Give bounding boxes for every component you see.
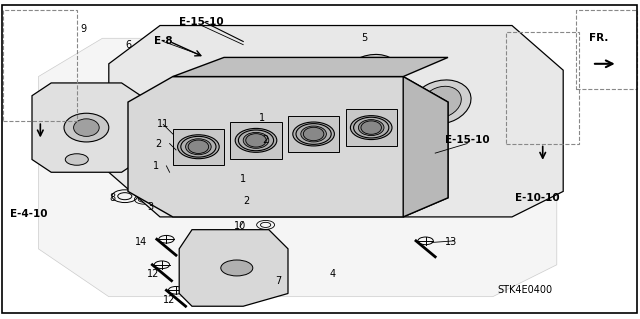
Ellipse shape xyxy=(353,117,389,138)
FancyBboxPatch shape xyxy=(288,116,339,152)
Ellipse shape xyxy=(351,116,392,140)
Text: 1: 1 xyxy=(240,174,246,184)
Text: 14: 14 xyxy=(134,237,147,248)
Text: 4: 4 xyxy=(330,269,336,279)
Ellipse shape xyxy=(181,136,216,157)
Bar xyxy=(3,10,77,121)
Text: E-8: E-8 xyxy=(154,36,173,47)
Polygon shape xyxy=(173,57,448,77)
Text: STK4E0400: STK4E0400 xyxy=(497,285,552,295)
Ellipse shape xyxy=(296,124,332,145)
Ellipse shape xyxy=(358,120,384,136)
Ellipse shape xyxy=(293,122,335,146)
Ellipse shape xyxy=(236,128,277,152)
Ellipse shape xyxy=(64,113,109,142)
Ellipse shape xyxy=(412,80,471,124)
Ellipse shape xyxy=(351,61,391,93)
Polygon shape xyxy=(38,38,557,297)
Text: 11: 11 xyxy=(157,119,170,130)
Ellipse shape xyxy=(281,67,321,99)
Ellipse shape xyxy=(246,134,266,147)
Ellipse shape xyxy=(301,126,326,142)
Text: 10: 10 xyxy=(234,221,246,232)
FancyBboxPatch shape xyxy=(173,129,224,165)
Text: 8: 8 xyxy=(109,193,115,203)
Ellipse shape xyxy=(178,135,220,159)
Text: 2: 2 xyxy=(243,196,250,206)
Text: 1: 1 xyxy=(259,113,266,123)
Text: 12: 12 xyxy=(163,295,176,305)
Ellipse shape xyxy=(201,67,260,111)
Ellipse shape xyxy=(303,127,324,141)
Text: 3: 3 xyxy=(147,202,154,212)
Bar xyxy=(576,10,637,89)
Circle shape xyxy=(221,260,253,276)
Polygon shape xyxy=(179,230,288,306)
Polygon shape xyxy=(128,77,448,217)
Text: 7: 7 xyxy=(275,276,282,286)
Bar xyxy=(506,32,579,144)
FancyBboxPatch shape xyxy=(346,109,397,146)
Circle shape xyxy=(65,154,88,165)
Text: 5: 5 xyxy=(362,33,368,43)
Text: FR.: FR. xyxy=(589,33,608,43)
Polygon shape xyxy=(109,26,563,217)
Ellipse shape xyxy=(342,55,401,99)
Text: 12: 12 xyxy=(147,269,160,279)
Text: E-10-10: E-10-10 xyxy=(515,193,560,203)
Polygon shape xyxy=(32,83,141,172)
Text: 13: 13 xyxy=(445,237,458,248)
Text: 9: 9 xyxy=(80,24,86,34)
Ellipse shape xyxy=(186,139,211,155)
Ellipse shape xyxy=(74,119,99,137)
Text: E-15-10: E-15-10 xyxy=(179,17,224,27)
Ellipse shape xyxy=(422,86,461,118)
Text: 1: 1 xyxy=(152,161,159,171)
Text: 2: 2 xyxy=(262,135,269,145)
Ellipse shape xyxy=(211,73,250,105)
Ellipse shape xyxy=(243,132,269,148)
Text: E-4-10: E-4-10 xyxy=(10,209,47,219)
Ellipse shape xyxy=(239,130,274,151)
Ellipse shape xyxy=(271,61,330,105)
FancyBboxPatch shape xyxy=(230,122,282,159)
Text: E-15-10: E-15-10 xyxy=(445,135,490,145)
Ellipse shape xyxy=(188,140,209,153)
Polygon shape xyxy=(403,77,448,217)
Text: 2: 2 xyxy=(156,138,162,149)
Ellipse shape xyxy=(361,121,381,134)
Text: 6: 6 xyxy=(125,40,131,50)
